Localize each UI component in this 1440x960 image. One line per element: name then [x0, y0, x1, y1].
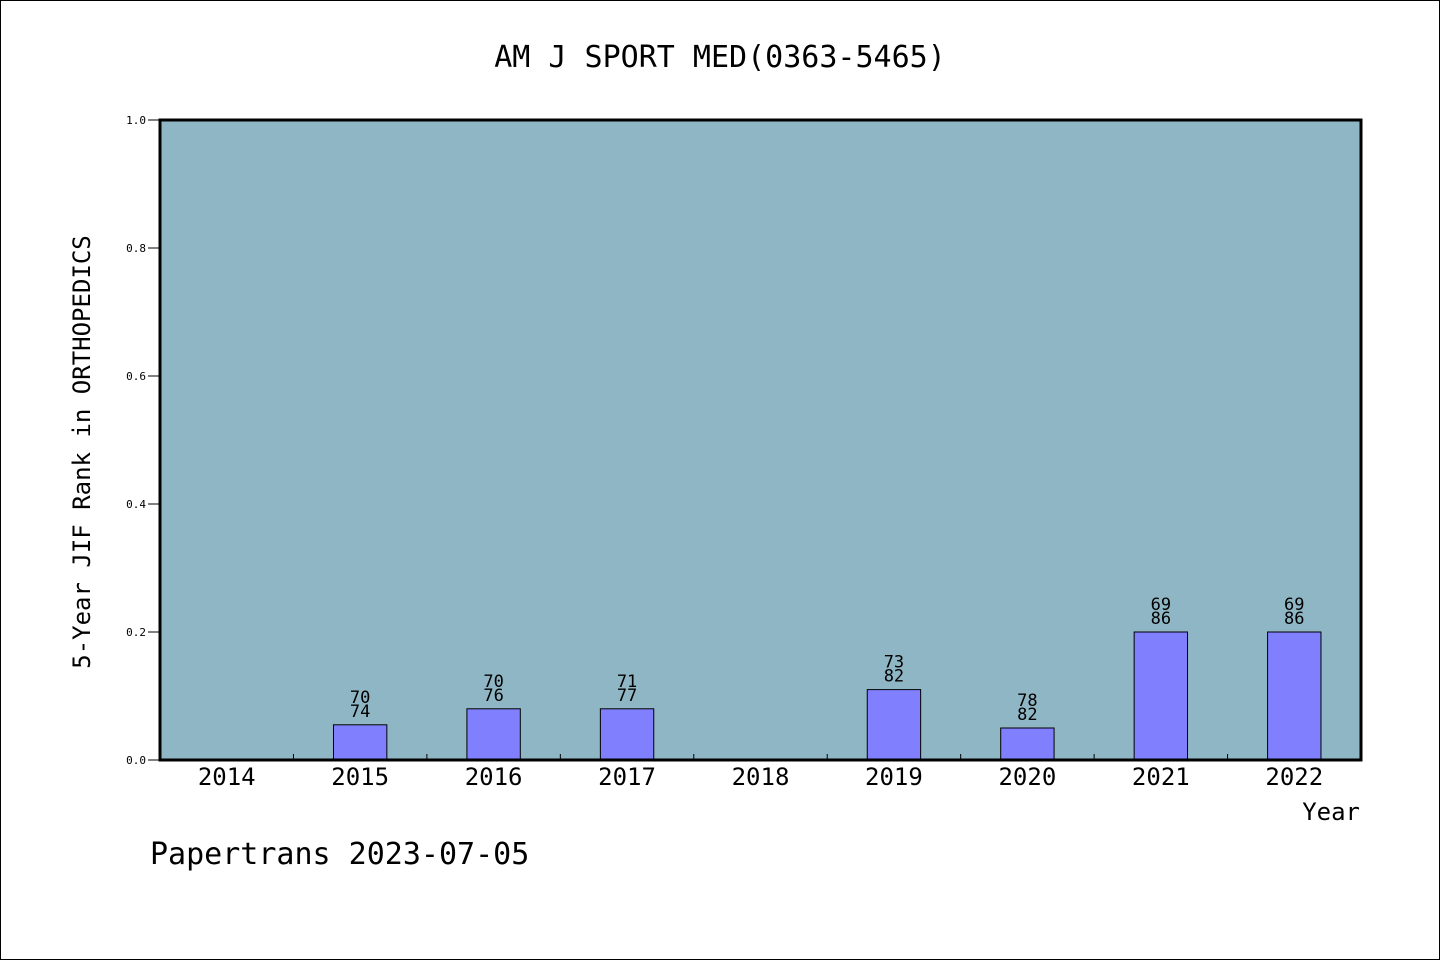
y-axis-label: 5-Year JIF Rank in ORTHOPEDICS — [68, 235, 96, 668]
x-tick-label-2014: 2014 — [198, 763, 256, 791]
x-tick-label-2021: 2021 — [1132, 763, 1190, 791]
bar-series — [332, 631, 1322, 761]
x-tick-label-2016: 2016 — [465, 763, 523, 791]
bar-label-2022-2: 86 — [1284, 609, 1304, 629]
x-axis-label: Year — [1302, 798, 1360, 826]
bar-label-2020-2: 82 — [1017, 705, 1037, 725]
x-tick-label-2019: 2019 — [865, 763, 923, 791]
x-tick-label-2022: 2022 — [1265, 763, 1323, 791]
chart-title: AM J SPORT MED(0363-5465) — [494, 40, 946, 75]
bar-label-2015-2: 74 — [350, 702, 370, 722]
x-axis-ticks: 2014 2015 2016 2017 2018 2019 2020 2021 2022 — [198, 754, 1323, 791]
y-tick-label-1.0: 1.0 — [126, 114, 146, 127]
bar-label-2021-1: 69 — [1151, 595, 1171, 615]
bar-label-2016-2: 76 — [483, 686, 503, 706]
y-tick-label-0.8: 0.8 — [126, 242, 146, 255]
y-tick-label-0.6: 0.6 — [126, 370, 146, 383]
bar-2019 — [866, 689, 922, 761]
bar-label-2022-1: 69 — [1284, 595, 1304, 615]
y-tick-label-0.4: 0.4 — [126, 498, 146, 511]
bar-label-2019-1: 73 — [884, 653, 904, 673]
y-axis-ticks: 0.0 0.2 0.4 0.6 0.8 1.0 — [126, 114, 160, 767]
bar-label-2017-1: 71 — [617, 672, 637, 692]
bar-2017 — [599, 708, 655, 761]
bar-label-2021-2: 86 — [1151, 609, 1171, 629]
bar-2021 — [1133, 631, 1189, 761]
plot-border — [158, 118, 1363, 762]
y-tick-label-0.2: 0.2 — [126, 626, 146, 639]
bar-2015 — [332, 724, 388, 761]
x-tick-label-2015: 2015 — [331, 763, 389, 791]
y-tick-label-0.0: 0.0 — [126, 754, 146, 767]
x-tick-label-2020: 2020 — [998, 763, 1056, 791]
bar-2020 — [1000, 727, 1055, 761]
bar-2016 — [466, 708, 521, 761]
x-tick-label-2017: 2017 — [598, 763, 656, 791]
bar-label-2015-1: 70 — [350, 688, 370, 708]
bar-label-2020-1: 78 — [1017, 691, 1037, 711]
bar-2022 — [1267, 631, 1322, 761]
bar-label-2019-2: 82 — [884, 667, 904, 687]
footer-credit: Papertrans 2023-07-05 — [150, 837, 529, 872]
bar-label-2017-2: 77 — [617, 686, 637, 706]
x-tick-label-2018: 2018 — [732, 763, 790, 791]
bar-label-2016-1: 70 — [483, 672, 503, 692]
